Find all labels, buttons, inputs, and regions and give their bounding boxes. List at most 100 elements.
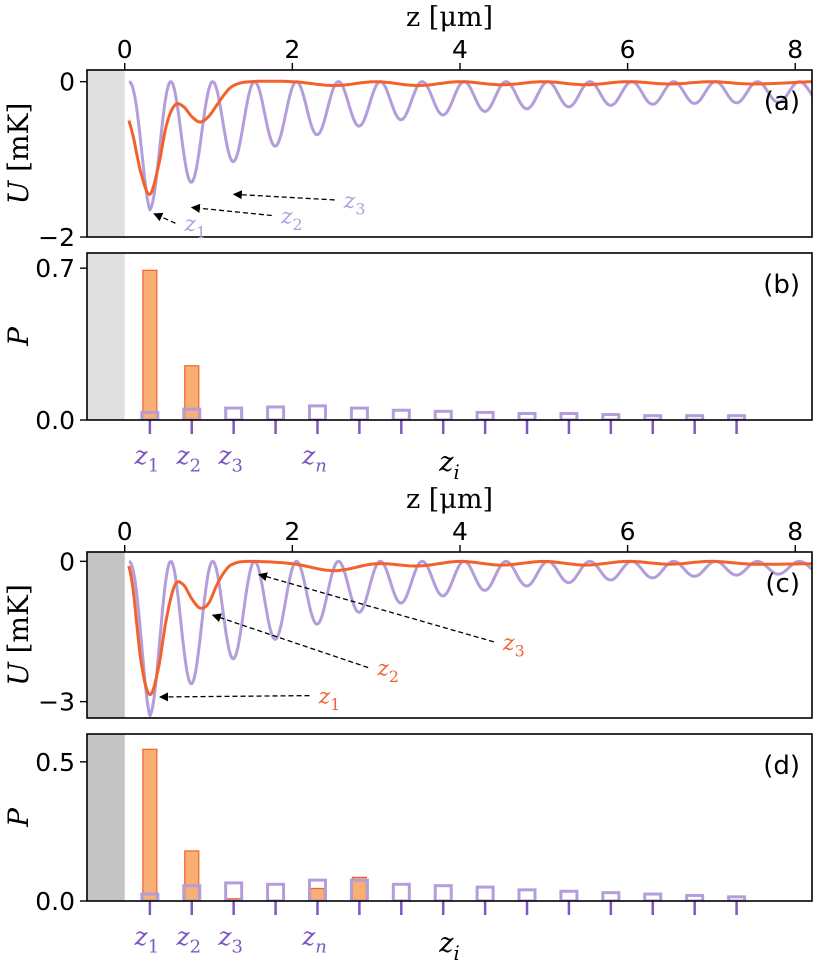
- y-tick-label: 0.0: [35, 406, 75, 435]
- site-tick-label-main: z: [175, 441, 190, 470]
- panel-b: 0.00.7P(b)z1 z2 z3 zn zi: [2, 252, 813, 484]
- bar-purple: [349, 406, 369, 420]
- annotation-arrow: [257, 572, 495, 643]
- axes-frame: [86, 733, 813, 902]
- y-tick-label: 0.0: [35, 887, 75, 916]
- bar-purple: [307, 878, 327, 901]
- annotation-label: z3: [343, 189, 366, 219]
- bar-purple: [475, 885, 495, 901]
- y-axis-label-unit: [mK]: [2, 103, 35, 181]
- site-tick-label: zn: [301, 922, 327, 958]
- bar-orange: [184, 850, 200, 901]
- bar-purple: [433, 409, 453, 420]
- y-axis-label-symbol: P: [2, 326, 35, 347]
- plot-area: [140, 748, 747, 901]
- site-tick-label-sub: n: [315, 937, 327, 958]
- bar-purple: [475, 410, 495, 420]
- bar-purple: [685, 893, 705, 901]
- x-axis-label-main: z: [438, 928, 454, 959]
- annotation-label-sub: 3: [515, 641, 525, 660]
- bar-purple: [517, 888, 537, 901]
- bar-purple: [601, 891, 621, 901]
- annotation-label-sub: 3: [355, 200, 365, 219]
- site-tick-label: z1: [134, 922, 160, 958]
- site-tick-label-main: z: [301, 922, 316, 951]
- site-tick-label-sub: 3: [232, 937, 243, 958]
- series-line-lattice: [128, 80, 812, 212]
- x-tick-label: 6: [620, 517, 636, 546]
- y-tick-label: −3: [38, 688, 75, 717]
- bar-purple: [266, 882, 286, 901]
- x-tick-label: 2: [284, 517, 300, 546]
- site-tick-label-sub: 2: [190, 456, 201, 477]
- annotation-label: z2: [280, 204, 303, 234]
- annotation-label-main: z: [318, 685, 331, 710]
- plot-area: [127, 559, 812, 718]
- x-tick-label: 8: [787, 35, 803, 64]
- y-axis-label: U [mK]: [2, 584, 35, 686]
- annotation-arrow: [190, 203, 272, 217]
- y-axis-label-unit: [mK]: [2, 584, 35, 662]
- wall-shade: [87, 552, 125, 718]
- plot-area: [127, 79, 812, 212]
- site-tick-label-main: z: [217, 922, 232, 951]
- annotation-arrow: [232, 190, 335, 201]
- site-tick-label-sub: n: [315, 456, 327, 477]
- y-axis-label: U [mK]: [2, 103, 35, 205]
- y-axis-label: P: [2, 807, 35, 828]
- annotation-label-sub: 2: [293, 215, 303, 234]
- series-line-ground: [127, 79, 812, 196]
- annotation-label: z2: [376, 657, 399, 687]
- x-tick-label: 2: [284, 35, 300, 64]
- y-axis-label-symbol: P: [2, 807, 35, 828]
- annotation-arrow: [159, 692, 310, 702]
- y-tick-label: 0: [59, 547, 75, 576]
- y-axis-label: P: [2, 326, 35, 347]
- series-line-lattice: [128, 559, 812, 718]
- site-tick-label: z2: [175, 441, 201, 477]
- y-tick-label: −2: [38, 223, 75, 252]
- x-axis-label: z [μm]: [406, 2, 493, 33]
- bar-purple: [517, 411, 537, 420]
- bar-purple: [433, 884, 453, 901]
- x-axis-label-sub: i: [454, 942, 460, 964]
- y-tick-label: 0: [59, 68, 75, 97]
- panel-label: (a): [764, 87, 800, 117]
- x-tick-label: 0: [117, 517, 133, 546]
- x-axis-label-main: z: [438, 447, 454, 478]
- bar-purple: [559, 889, 579, 901]
- site-tick-label: z3: [217, 922, 243, 958]
- annotation-label: z1: [318, 685, 341, 715]
- y-tick-label: 0.5: [35, 748, 75, 777]
- bar-orange: [142, 269, 158, 420]
- annotation-label-main: z: [502, 631, 515, 656]
- bar-orange: [309, 887, 326, 901]
- bar-purple: [224, 406, 244, 420]
- series-line-ground: [127, 559, 812, 697]
- site-tick-label-sub: 3: [232, 456, 243, 477]
- annotation-label-main: z: [280, 204, 293, 229]
- bar-purple: [727, 895, 747, 901]
- bar-orange: [184, 365, 200, 420]
- panel-label: (b): [763, 270, 800, 300]
- bar-purple: [643, 892, 663, 901]
- x-axis-label: zi: [438, 928, 459, 964]
- y-axis-label-symbol: U: [2, 661, 35, 686]
- axes-frame: [86, 252, 813, 421]
- bar-purple: [601, 413, 621, 420]
- site-tick-label-main: z: [175, 922, 190, 951]
- annotation-label-sub: 2: [389, 667, 399, 686]
- annotation-label: z1: [184, 212, 207, 242]
- site-tick-label: z2: [175, 922, 201, 958]
- site-tick-label-sub: 2: [190, 937, 201, 958]
- bar-purple: [391, 882, 411, 901]
- site-tick-label-main: z: [134, 922, 149, 951]
- y-axis-label-symbol: U: [2, 179, 35, 204]
- annotation-label-main: z: [184, 212, 197, 237]
- site-tick-label-sub: 1: [148, 937, 159, 958]
- x-axis-label-sub: i: [454, 461, 460, 484]
- panel-d: 0.00.5P(d)z1 z2 z3 zn zi: [2, 733, 813, 964]
